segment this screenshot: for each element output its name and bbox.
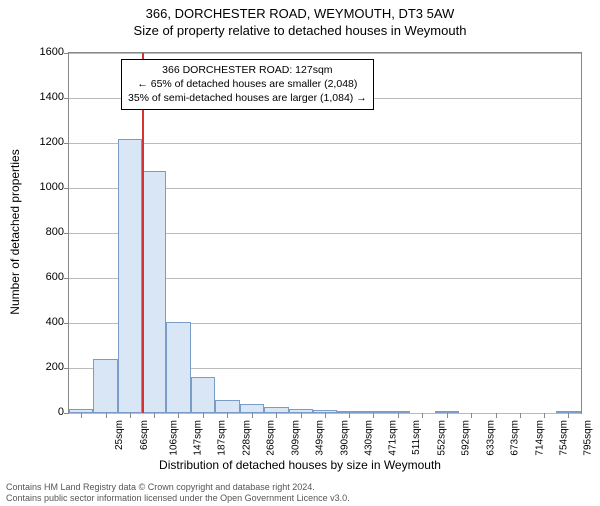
gridline [69,143,581,144]
xtick-label: 309sqm [290,420,301,456]
xtick-mark [81,413,82,418]
xtick-label: 673sqm [509,420,520,456]
annotation-box: 366 DORCHESTER ROAD: 127sqm ← 65% of det… [121,59,374,110]
xtick-label: 147sqm [193,420,204,456]
ytick-label: 800 [24,226,64,238]
ytick-mark [64,143,69,144]
ytick-mark [64,278,69,279]
xtick-mark [447,413,448,418]
ytick-mark [64,368,69,369]
ytick-label: 200 [24,361,64,373]
xtick-mark [373,413,374,418]
xtick-mark [252,413,253,418]
ytick-label: 400 [24,316,64,328]
x-axis-label: Distribution of detached houses by size … [0,458,600,472]
xtick-mark [227,413,228,418]
xtick-mark [398,413,399,418]
footer-attribution: Contains HM Land Registry data © Crown c… [6,482,350,504]
xtick-mark [349,413,350,418]
ytick-mark [64,233,69,234]
footer-line2: Contains public sector information licen… [6,493,350,504]
gridline [69,53,581,54]
ytick-label: 600 [24,271,64,283]
xtick-label: 106sqm [168,420,179,456]
xtick-label: 633sqm [485,420,496,456]
xtick-label: 471sqm [388,420,399,456]
xtick-label: 268sqm [266,420,277,456]
xtick-label: 430sqm [363,420,374,456]
xtick-mark [422,413,423,418]
page-title-line2: Size of property relative to detached ho… [0,23,600,38]
xtick-label: 390sqm [339,420,350,456]
xtick-label: 228sqm [242,420,253,456]
annotation-line1: 366 DORCHESTER ROAD: 127sqm [128,63,367,77]
annotation-line3: 35% of semi-detached houses are larger (… [128,91,367,105]
xtick-label: 66sqm [139,420,150,450]
ytick-label: 1400 [24,91,64,103]
ytick-mark [64,413,69,414]
xtick-mark [154,413,155,418]
xtick-mark [178,413,179,418]
histogram-chart: 366 DORCHESTER ROAD: 127sqm ← 65% of det… [68,52,582,414]
xtick-mark [520,413,521,418]
xtick-mark [301,413,302,418]
xtick-label: 795sqm [583,420,594,456]
xtick-label: 714sqm [534,420,545,456]
ytick-mark [64,98,69,99]
xtick-label: 552sqm [437,420,448,456]
xtick-mark [544,413,545,418]
ytick-mark [64,53,69,54]
xtick-label: 349sqm [315,420,326,456]
histogram-bar [215,400,240,414]
xtick-label: 25sqm [114,420,125,450]
xtick-mark [568,413,569,418]
y-axis-label: Number of detached properties [8,149,22,314]
histogram-bar [191,377,215,413]
xtick-label: 187sqm [217,420,228,456]
xtick-mark [203,413,204,418]
ytick-label: 1200 [24,136,64,148]
histogram-bar [166,322,191,413]
histogram-bar [142,171,166,413]
xtick-mark [325,413,326,418]
annotation-line2: ← 65% of detached houses are smaller (2,… [128,77,367,91]
ytick-mark [64,188,69,189]
xtick-mark [471,413,472,418]
footer-line1: Contains HM Land Registry data © Crown c… [6,482,350,493]
ytick-label: 1600 [24,46,64,58]
histogram-bar [118,139,143,414]
histogram-bar [240,404,264,413]
ytick-mark [64,323,69,324]
ytick-label: 1000 [24,181,64,193]
xtick-label: 592sqm [461,420,472,456]
ytick-label: 0 [24,406,64,418]
xtick-mark [130,413,131,418]
xtick-mark [106,413,107,418]
histogram-bar [93,359,118,413]
page-title-line1: 366, DORCHESTER ROAD, WEYMOUTH, DT3 5AW [0,6,600,21]
xtick-mark [496,413,497,418]
xtick-label: 511sqm [411,420,422,455]
xtick-label: 754sqm [558,420,569,456]
xtick-mark [276,413,277,418]
